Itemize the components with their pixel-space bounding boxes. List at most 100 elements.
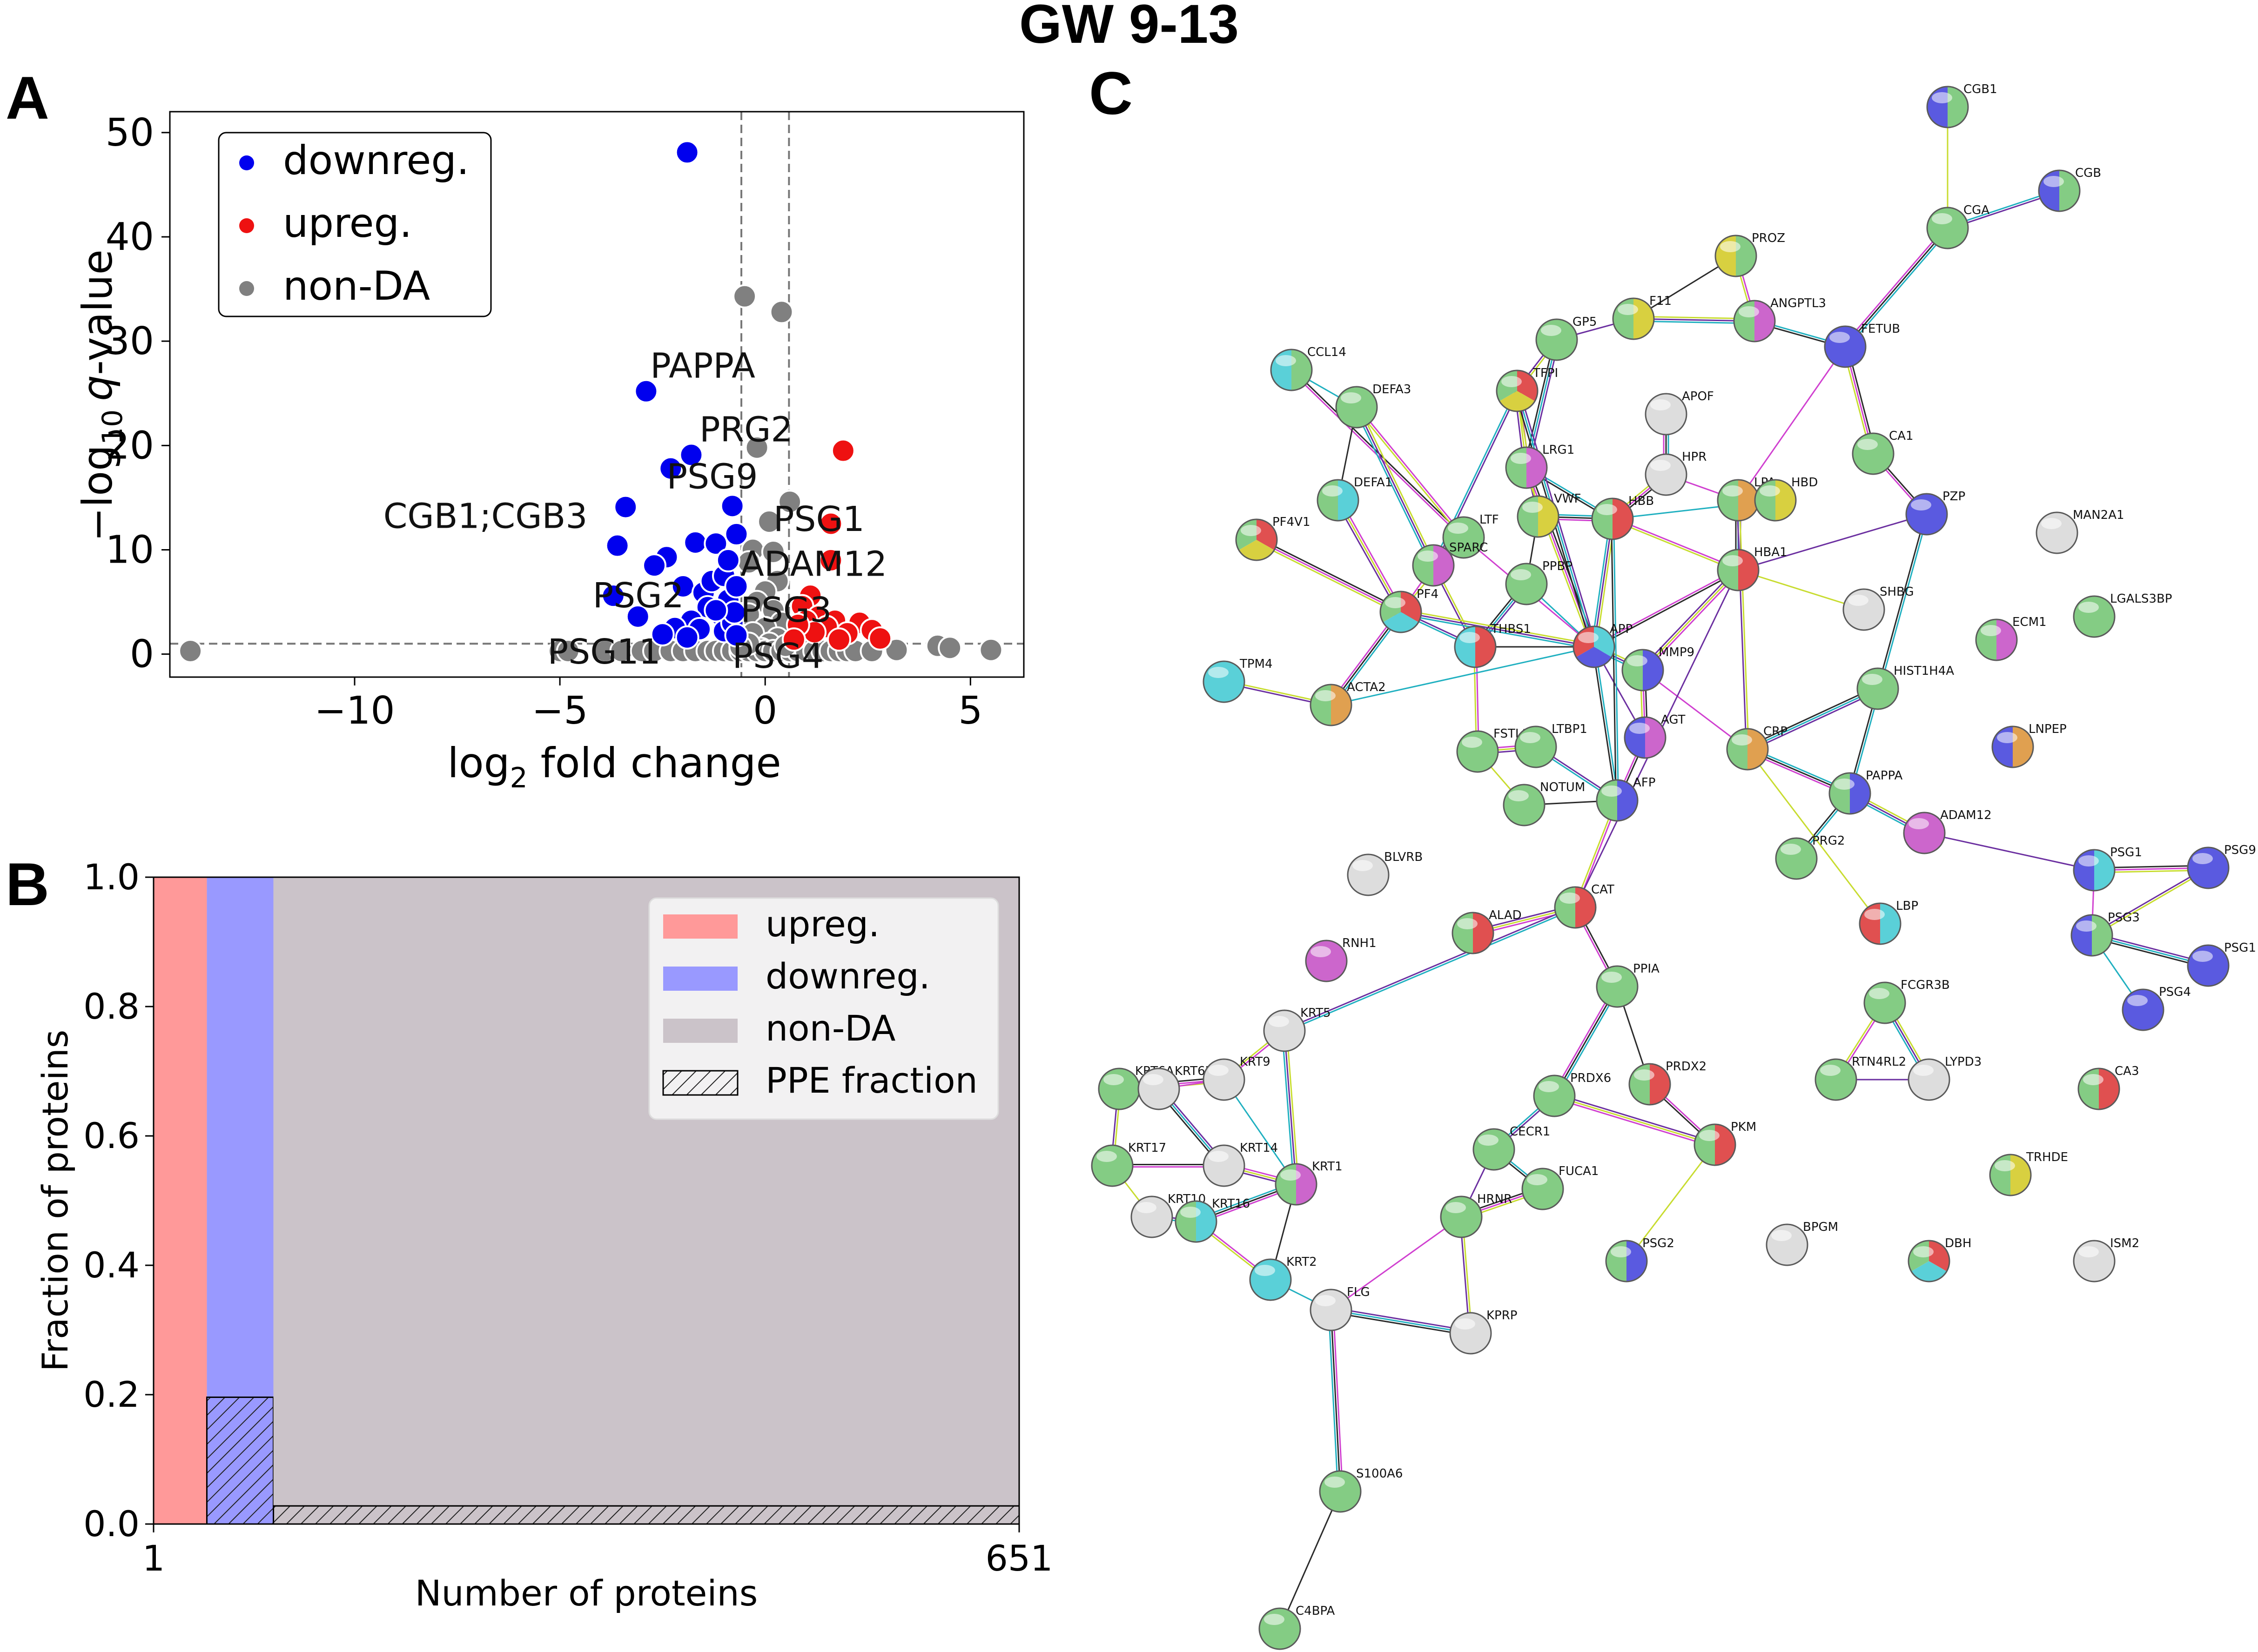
node-hba1[interactable]: HBA1 [1717, 545, 1788, 591]
node-fcgr3b[interactable]: FCGR3B [1863, 978, 1950, 1024]
node-sparc[interactable]: SPARC [1412, 541, 1488, 587]
node-cga[interactable]: CGA [1926, 203, 1989, 249]
node-lrg1[interactable]: LRG1 [1505, 443, 1574, 489]
node-highlight [1255, 1265, 1275, 1276]
node-vwf[interactable]: VWF [1517, 492, 1581, 538]
node-cgb1[interactable]: CGB1 [1926, 82, 1997, 128]
node-psg1[interactable]: PSG1 [2187, 941, 2256, 987]
node-angptl3[interactable]: ANGPTL3 [1733, 296, 1826, 342]
node-alad[interactable]: ALAD [1452, 908, 1522, 954]
node-ccl14[interactable]: CCL14 [1270, 345, 1346, 391]
node-dbh[interactable]: DBH [1908, 1236, 1971, 1283]
node-cecr1[interactable]: CECR1 [1472, 1125, 1550, 1171]
node-psg2[interactable]: PSG2 [1605, 1236, 1674, 1283]
node-ltbp1[interactable]: LTBP1 [1514, 722, 1587, 768]
node-defa1[interactable]: DEFA1 [1317, 476, 1392, 522]
node-trhde[interactable]: TRHDE [1989, 1150, 2068, 1196]
node-cat[interactable]: CAT [1554, 883, 1614, 929]
node-psg1[interactable]: PSG1 [2073, 846, 2142, 892]
node-ltf[interactable]: LTF [1442, 513, 1499, 559]
node-proz[interactable]: PROZ [1714, 231, 1785, 277]
node-hist1h4a[interactable]: HIST1H4A [1856, 664, 1954, 710]
node-cgb[interactable]: CGB [2038, 166, 2101, 212]
node-bpgm[interactable]: BPGM [1766, 1220, 1838, 1266]
node-label: ECM1 [2012, 615, 2047, 629]
node-blvrb[interactable]: BLVRB [1347, 850, 1423, 896]
node-defa3[interactable]: DEFA3 [1335, 383, 1411, 429]
node-krt5[interactable]: KRT5 [1263, 1006, 1331, 1052]
node-label: PROZ [1752, 231, 1785, 245]
network-edge [1284, 906, 1575, 1031]
node-flg[interactable]: FLG [1310, 1285, 1370, 1331]
node-ism2[interactable]: ISM2 [2073, 1236, 2139, 1283]
node-ecm1[interactable]: ECM1 [1975, 615, 2047, 661]
node-agt[interactable]: AGT [1624, 713, 1686, 759]
node-outline [1533, 1074, 1576, 1117]
node-krt14[interactable]: KRT14 [1203, 1141, 1278, 1187]
node-krt2[interactable]: KRT2 [1249, 1255, 1317, 1301]
node-krt16[interactable]: KRT16 [1175, 1197, 1250, 1243]
node-outline [2187, 846, 2230, 889]
node-psg3[interactable]: PSG3 [2070, 911, 2140, 957]
network-edge [1355, 407, 1464, 539]
node-apof[interactable]: APOF [1645, 389, 1714, 436]
node-tpm4[interactable]: TPM4 [1203, 657, 1273, 703]
node-pf4[interactable]: PF4 [1379, 587, 1438, 633]
node-pzp[interactable]: PZP [1905, 490, 1965, 536]
point-up [819, 548, 843, 572]
node-krt6b[interactable]: KRT6B [1137, 1064, 1213, 1110]
node-rtn4rl2[interactable]: RTN4RL2 [1814, 1055, 1906, 1101]
node-s100a6[interactable]: S100A6 [1319, 1467, 1403, 1513]
node-outline [1335, 386, 1378, 429]
node-fuca1[interactable]: FUCA1 [1521, 1164, 1599, 1210]
node-lbp[interactable]: LBP [1859, 899, 1918, 945]
node-hpr[interactable]: HPR [1645, 450, 1707, 496]
node-outline [1991, 725, 2034, 768]
node-ppbp[interactable]: PPBP [1505, 559, 1573, 605]
node-hbb[interactable]: HBB [1591, 494, 1654, 540]
node-afp[interactable]: AFP [1596, 776, 1655, 822]
node-pappa[interactable]: PAPPA [1828, 769, 1902, 815]
node-ca1[interactable]: CA1 [1852, 429, 1913, 475]
node-pkm[interactable]: PKM [1694, 1120, 1756, 1166]
node-krt17[interactable]: KRT17 [1091, 1141, 1166, 1187]
node-outline [2038, 169, 2081, 212]
node-psg4[interactable]: PSG4 [2122, 985, 2191, 1031]
node-mmp9[interactable]: MMP9 [1621, 645, 1694, 692]
node-pf4v1[interactable]: PF4V1 [1235, 515, 1310, 561]
node-lnpep[interactable]: LNPEP [1991, 722, 2067, 768]
node-highlight [1834, 779, 1855, 790]
node-gp5[interactable]: GP5 [1535, 315, 1597, 361]
node-kprp[interactable]: KPRP [1449, 1309, 1517, 1355]
node-notum[interactable]: NOTUM [1503, 780, 1585, 826]
node-label: CRP [1763, 725, 1788, 739]
node-fstl1[interactable]: FSTL1 [1456, 727, 1530, 773]
point-down [601, 584, 625, 608]
node-prdx6[interactable]: PRDX6 [1533, 1071, 1611, 1117]
node-hbd[interactable]: HBD [1754, 476, 1818, 522]
node-prdx2[interactable]: PRDX2 [1628, 1060, 1707, 1106]
node-hrnr[interactable]: HRNR [1440, 1192, 1512, 1238]
node-tfpi[interactable]: TFPI [1496, 366, 1558, 412]
node-ppia[interactable]: PPIA [1596, 962, 1660, 1008]
node-label: KRT16 [1212, 1197, 1250, 1211]
node-krt9[interactable]: KRT9 [1203, 1055, 1270, 1101]
node-ca3[interactable]: CA3 [2077, 1064, 2139, 1110]
node-outline [1612, 297, 1655, 340]
node-lgals3bp[interactable]: LGALS3BP [2073, 592, 2172, 638]
node-acta2[interactable]: ACTA2 [1310, 680, 1386, 726]
node-adam12[interactable]: ADAM12 [1903, 808, 1992, 854]
node-psg9[interactable]: PSG9 [2187, 843, 2256, 889]
node-c4bpa[interactable]: C4BPA [1258, 1604, 1335, 1650]
node-prg2[interactable]: PRG2 [1775, 834, 1845, 880]
node-man2a1[interactable]: MAN2A1 [2036, 508, 2124, 554]
node-shbg[interactable]: SHBG [1842, 585, 1914, 631]
node-lypd3[interactable]: LYPD3 [1908, 1055, 1982, 1101]
node-f11[interactable]: F11 [1612, 294, 1672, 340]
node-fetub[interactable]: FETUB [1824, 322, 1900, 368]
node-rnh1[interactable]: RNH1 [1305, 936, 1377, 982]
node-crp[interactable]: CRP [1726, 725, 1788, 771]
node-krt1[interactable]: KRT1 [1275, 1160, 1343, 1206]
node-app[interactable]: APP [1573, 622, 1633, 668]
node-thbs1[interactable]: THBS1 [1454, 622, 1531, 668]
